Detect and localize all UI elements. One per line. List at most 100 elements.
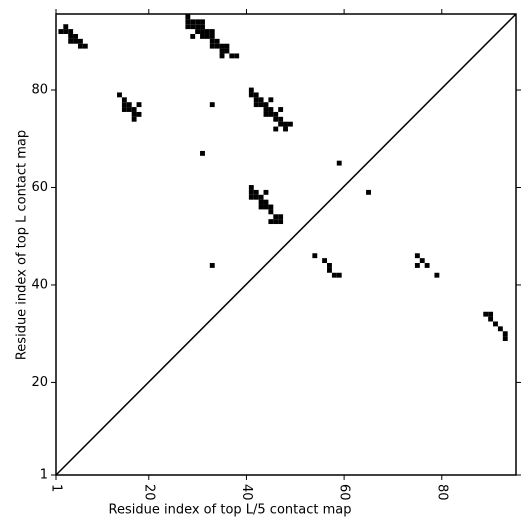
contact-cell — [253, 92, 259, 98]
contact-cell — [263, 199, 269, 205]
contact-cell — [336, 160, 342, 166]
contact-cell — [185, 19, 191, 25]
x-tick-label: 20 — [141, 484, 156, 501]
contact-cell — [248, 194, 254, 200]
contact-cell — [136, 111, 142, 117]
contact-cell — [248, 92, 254, 98]
contact-cell — [209, 33, 215, 39]
contact-cell — [185, 24, 191, 30]
contact-cell — [214, 43, 220, 49]
contact-cell — [131, 116, 137, 122]
x-axis-label: Residue index of top L/5 contact map — [109, 503, 352, 518]
contact-cell — [200, 29, 205, 34]
contact-cell — [77, 38, 83, 44]
contact-cell — [200, 19, 205, 25]
contact-cell — [263, 107, 269, 112]
contact-cell — [414, 253, 420, 259]
contact-cell — [263, 111, 269, 117]
contact-cell — [68, 33, 74, 39]
contact-cell — [185, 14, 191, 20]
contact-cell — [278, 214, 284, 220]
contact-cell — [263, 204, 269, 210]
contact-cell — [204, 29, 210, 34]
contact-cell — [273, 214, 279, 220]
contact-cell — [497, 326, 503, 332]
contact-cell — [248, 87, 254, 93]
contact-cell — [204, 33, 210, 39]
contact-cell — [121, 97, 127, 103]
contact-cell — [287, 121, 293, 127]
contact-cell — [209, 102, 215, 108]
x-tick-label: 60 — [337, 484, 352, 501]
contact-cell — [68, 38, 74, 44]
contact-cell — [268, 111, 274, 117]
contact-cell — [200, 33, 205, 39]
contact-cell — [58, 29, 64, 34]
contact-cell — [258, 194, 264, 200]
contact-cell — [131, 111, 137, 117]
contact-cell — [419, 258, 425, 264]
y-axis-label: Residue index of top L contact map — [15, 130, 30, 360]
contact-cell — [126, 107, 132, 112]
contact-cell — [126, 102, 132, 108]
contact-cell — [73, 38, 78, 44]
contact-cell — [258, 199, 264, 205]
contact-cell — [219, 48, 225, 54]
contact-cell — [195, 24, 201, 30]
contact-cell — [263, 102, 269, 108]
contact-cell — [327, 263, 332, 268]
contact-cell — [224, 43, 230, 49]
contact-cell — [502, 331, 508, 337]
contact-cell — [209, 38, 215, 44]
contact-cell — [414, 263, 420, 268]
y-tick-label: 80 — [31, 83, 48, 98]
y-tick-label: 40 — [31, 277, 48, 292]
contact-cell — [268, 219, 274, 225]
contact-cell — [234, 53, 240, 59]
contact-cell — [82, 43, 88, 49]
contact-cell — [219, 53, 225, 59]
contact-cell — [136, 102, 142, 108]
contact-cell — [493, 321, 498, 327]
contact-cell — [268, 97, 274, 103]
contact-cell — [73, 33, 78, 39]
contact-cell — [253, 97, 259, 103]
contact-cell — [224, 48, 230, 54]
contact-cell — [258, 97, 264, 103]
contact-cell — [68, 29, 74, 34]
contact-cell — [209, 29, 215, 34]
contact-cell — [278, 107, 284, 112]
contact-cell — [253, 102, 259, 108]
x-tick-label: 80 — [434, 484, 449, 501]
contact-cell — [253, 189, 259, 195]
contact-cell — [77, 43, 83, 49]
contact-cell — [268, 107, 274, 112]
contact-cell — [219, 43, 225, 49]
contact-cell — [263, 189, 269, 195]
contact-cell — [322, 258, 328, 264]
contact-cell — [366, 189, 371, 195]
contact-cell — [253, 194, 259, 200]
contact-cell — [209, 263, 215, 268]
contact-cell — [483, 311, 489, 317]
contact-cell — [258, 102, 264, 108]
contact-cell — [273, 111, 279, 117]
contact-cell — [200, 24, 205, 30]
contact-cell — [190, 19, 196, 25]
contact-cell — [331, 272, 337, 278]
contact-cell — [278, 116, 284, 122]
contact-cell — [258, 204, 264, 210]
plot-frame — [55, 13, 517, 476]
contact-cell — [229, 53, 235, 59]
contact-cell — [248, 189, 254, 195]
contact-cell — [327, 267, 332, 273]
contact-cell — [312, 253, 318, 259]
contact-cell — [190, 33, 196, 39]
contact-cell — [131, 107, 137, 112]
contact-cell — [273, 126, 279, 132]
contact-cell — [190, 24, 196, 30]
contact-cell — [117, 92, 122, 98]
contact-cell — [121, 102, 127, 108]
contact-cell — [488, 316, 494, 322]
contact-cell — [278, 219, 284, 225]
